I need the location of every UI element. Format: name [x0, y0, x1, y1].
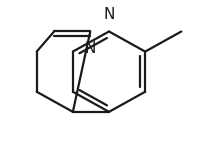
Text: N: N — [103, 7, 115, 22]
Text: N: N — [85, 41, 96, 56]
